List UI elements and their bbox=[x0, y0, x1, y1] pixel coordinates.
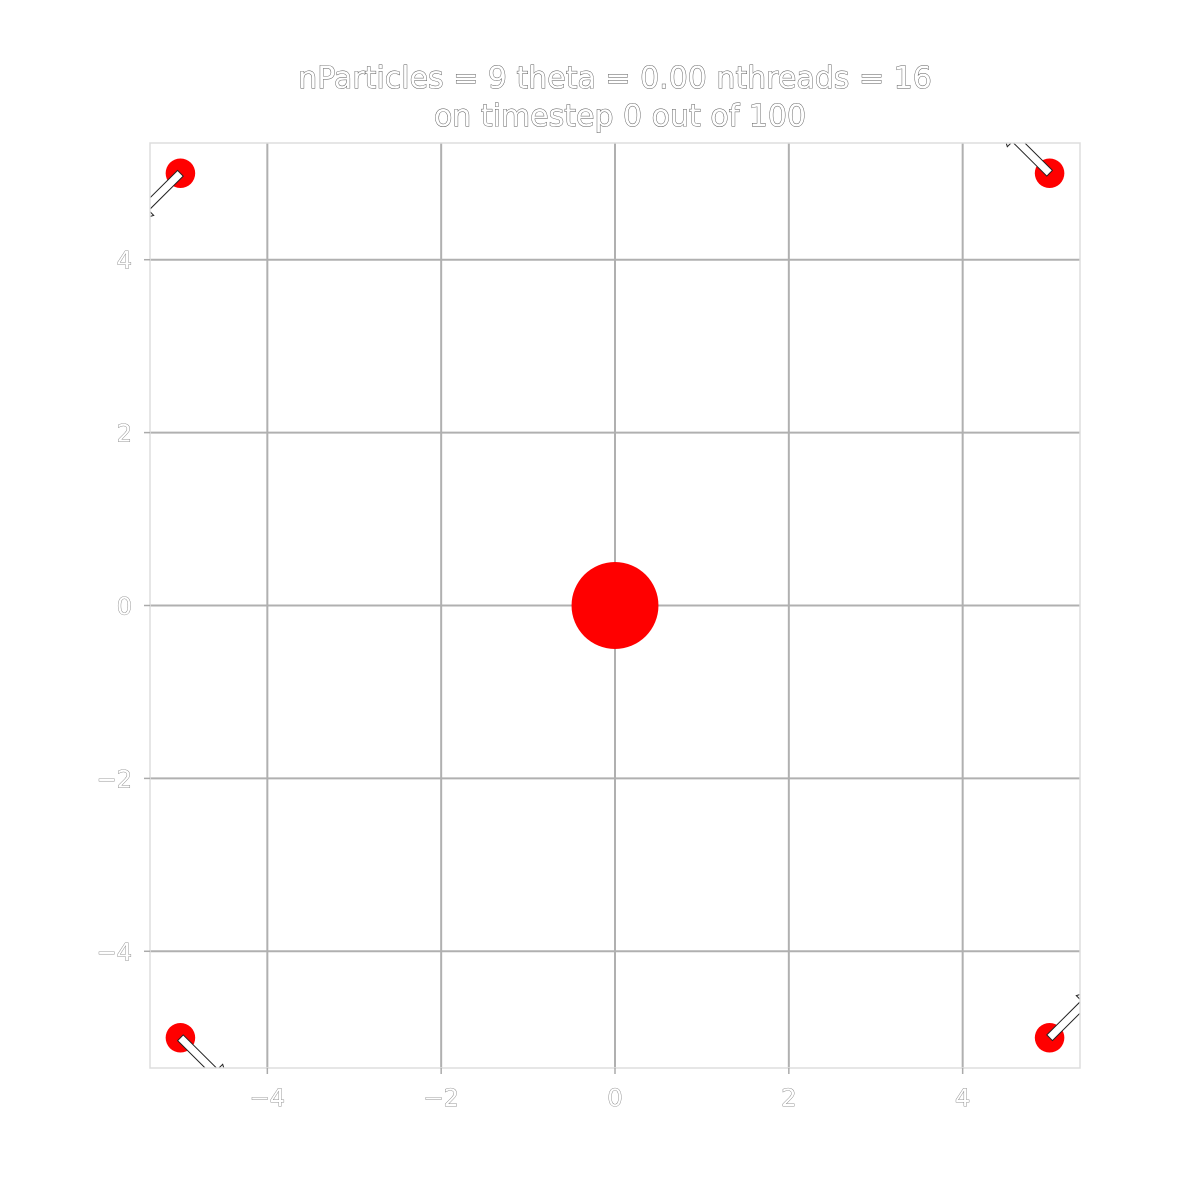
x-tick-label: 2 bbox=[781, 1084, 796, 1112]
grid bbox=[150, 143, 1080, 1068]
velocity-arrows bbox=[150, 143, 1080, 1068]
y-tick-label: −4 bbox=[97, 938, 132, 966]
y-tick-label: 0 bbox=[117, 593, 132, 621]
x-axis-ticks: −4 −2 0 2 4 bbox=[249, 1068, 971, 1112]
title-line-1: nParticles = 9 theta = 0.00 nthreads = 1… bbox=[298, 61, 932, 96]
y-tick-label: 2 bbox=[117, 420, 132, 448]
title-line-2: on timestep 0 out of 100 bbox=[434, 99, 806, 134]
velocity-arrow bbox=[1005, 143, 1054, 177]
velocity-arrow bbox=[1046, 994, 1080, 1042]
velocity-arrow bbox=[150, 169, 184, 217]
y-tick-label: −2 bbox=[97, 765, 132, 793]
chart-title: nParticles = 9 theta = 0.00 nthreads = 1… bbox=[298, 61, 933, 135]
x-tick-label: −4 bbox=[250, 1084, 285, 1112]
x-tick-label: −2 bbox=[423, 1084, 458, 1112]
x-tick-label: 0 bbox=[607, 1084, 622, 1112]
velocity-arrow bbox=[176, 1034, 225, 1068]
y-tick-label: 4 bbox=[117, 247, 132, 275]
y-axis-ticks: −4 −2 0 2 4 bbox=[96, 246, 150, 967]
x-tick-label: 4 bbox=[955, 1084, 970, 1112]
particle bbox=[571, 562, 659, 649]
